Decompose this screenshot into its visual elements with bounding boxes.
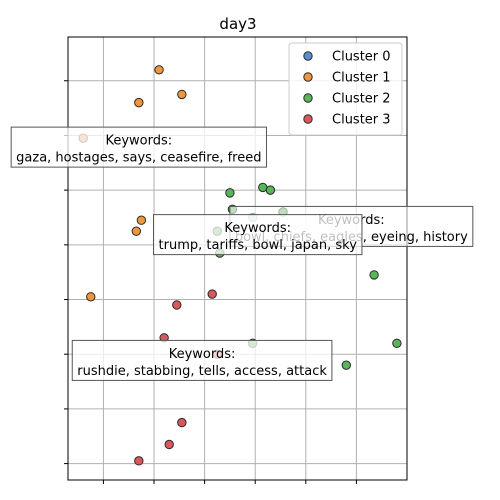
keyword-list: trump, tariffs, bowl, japan, sky [159, 238, 358, 253]
keyword-box-3: Keywords: rushdie, stabbing, tells, acces… [71, 339, 333, 381]
keyword-list: rushdie, stabbing, tells, access, attack [77, 364, 327, 379]
cluster-2-point-11 [341, 360, 351, 370]
legend-label-0: Cluster 0 [332, 50, 391, 65]
legend-marker-0 [303, 51, 313, 61]
chart-title: day3 [219, 15, 256, 33]
cluster-2-point-2 [225, 188, 235, 198]
keyword-heading: Keywords: [105, 134, 172, 149]
cluster-3-point-6 [134, 456, 144, 466]
cluster-1-point-2 [134, 97, 144, 108]
cluster-2-point-8 [369, 270, 379, 280]
legend-marker-2 [303, 93, 313, 103]
cluster-3-point-1 [172, 300, 182, 310]
cluster-1-point-0 [154, 65, 164, 75]
cluster-2-point-9 [392, 338, 402, 348]
cluster-2-point-1 [265, 185, 276, 195]
keyword-heading: Keywords: [224, 221, 291, 236]
legend-label-2: Cluster 2 [332, 92, 391, 107]
cluster-3-point-5 [164, 439, 174, 450]
keyword-annotations: Keywords: gaza, hostages, says, ceasefire… [10, 126, 474, 381]
legend-marker-3 [303, 114, 313, 124]
legend-label-3: Cluster 3 [332, 113, 391, 128]
cluster-3-point-0 [207, 289, 217, 299]
cluster-1-point-4 [136, 215, 147, 225]
legend-label-1: Cluster 1 [332, 71, 391, 86]
keyword-box-frame [153, 214, 363, 256]
cluster-3-point-4 [177, 417, 187, 428]
legend: Cluster 0 Cluster 1 Cluster 2 Cluster 3 [288, 42, 403, 136]
keyword-box-2: Keywords: trump, tariffs, bowl, japan, sk… [153, 214, 363, 256]
keyword-box-frame [10, 126, 268, 168]
keyword-box-frame [71, 339, 333, 381]
plot-frame [67, 36, 408, 481]
cluster-1-point-5 [131, 226, 142, 236]
cluster-1-point-6 [86, 292, 96, 302]
legend-frame [288, 42, 403, 136]
cluster-1-point-1 [177, 89, 187, 100]
legend-marker-1 [303, 72, 313, 82]
keyword-list: gaza, hostages, says, ceasefire, freed [16, 151, 261, 166]
keyword-box-0: Keywords: gaza, hostages, says, ceasefire… [10, 126, 268, 168]
keyword-heading: Keywords: [169, 347, 236, 362]
